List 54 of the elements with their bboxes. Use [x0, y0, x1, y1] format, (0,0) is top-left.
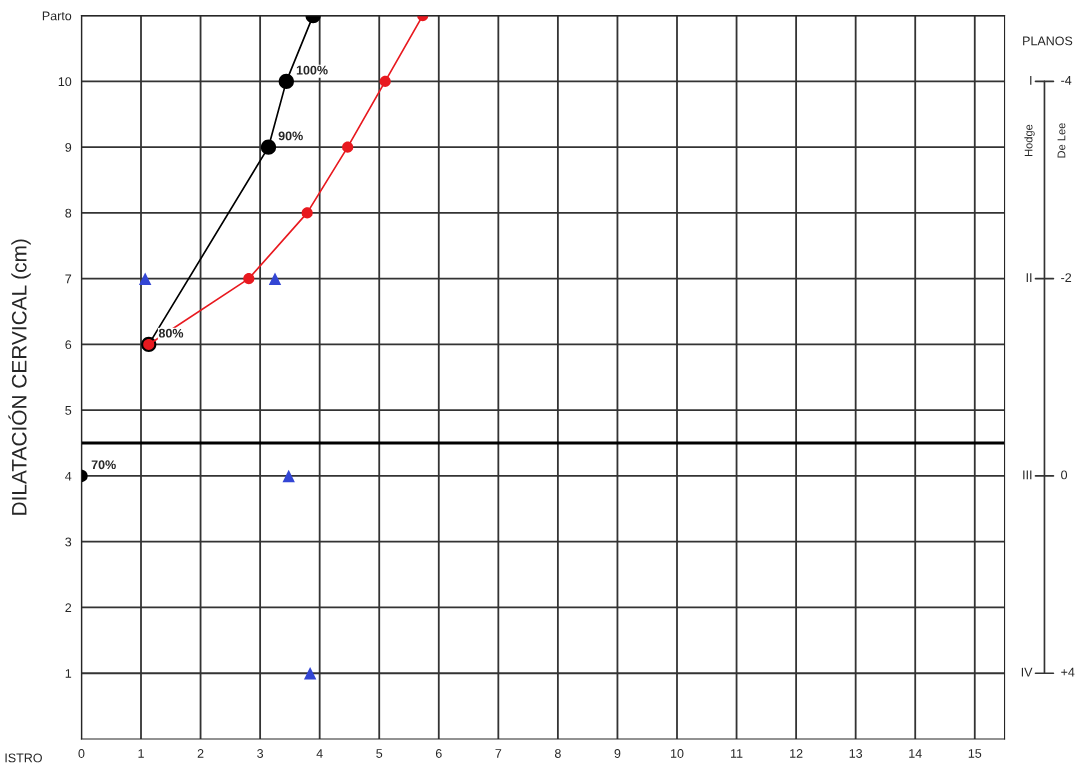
- point: [243, 273, 255, 285]
- text: PLANOS: [1023, 36, 1073, 46]
- x-tick-label: 4: [316, 749, 323, 758]
- y-tick-label: 10: [58, 77, 72, 87]
- text: -4: [1061, 76, 1072, 85]
- text: IV: [1021, 667, 1033, 677]
- x-tick-label: 12: [790, 749, 803, 758]
- text: I: [1030, 76, 1032, 85]
- text: ISTRO: [5, 753, 42, 763]
- y-tick-label: 1: [65, 669, 72, 678]
- point: [379, 75, 391, 87]
- annotation: 80%: [158, 328, 184, 338]
- x-tick-label: 15: [968, 749, 982, 758]
- y-tick-label: 6: [65, 340, 72, 350]
- text: -2: [1061, 273, 1072, 282]
- y-tick-label: 3: [65, 537, 72, 547]
- point: [260, 139, 277, 155]
- annotation: 90%: [278, 131, 303, 141]
- point: [303, 667, 317, 680]
- x-tick-label: 6: [435, 749, 442, 758]
- text: II: [1026, 273, 1032, 282]
- y-tick-label: 7: [65, 274, 72, 284]
- point: [282, 469, 295, 483]
- x-tick-label: 8: [554, 749, 561, 758]
- x-tick-label: 5: [376, 749, 383, 758]
- y-tick-label: 2: [65, 603, 72, 612]
- point: [268, 272, 282, 285]
- annotation: 100%: [296, 65, 328, 75]
- text: 0: [1061, 470, 1068, 480]
- text: III: [1023, 470, 1032, 480]
- annotation: 70%: [91, 460, 116, 470]
- y-tick-label: Parto: [42, 11, 72, 21]
- x-tick-label: 10: [671, 749, 684, 758]
- point: [342, 141, 354, 153]
- point: [138, 272, 152, 285]
- point: [301, 207, 313, 219]
- point: [278, 73, 294, 90]
- x-tick-label: 9: [614, 749, 621, 758]
- y-tick-label: 9: [65, 142, 72, 152]
- text: De Lee: [1057, 123, 1066, 158]
- y-tick-label: 5: [65, 406, 72, 415]
- y-axis-title: DILATACIÓN CERVICAL (cm): [8, 239, 31, 515]
- y-tick-label: 8: [65, 208, 72, 218]
- x-tick-label: 14: [909, 749, 922, 758]
- x-tick-label: 1: [138, 749, 144, 758]
- x-tick-label: 3: [257, 749, 264, 758]
- x-tick-label: 7: [495, 749, 502, 758]
- y-tick-label: 4: [65, 471, 72, 481]
- text: +4: [1061, 667, 1075, 677]
- x-tick-label: 0: [78, 749, 85, 758]
- x-tick-label: 13: [849, 749, 863, 758]
- x-tick-label: 11: [731, 749, 743, 758]
- text: Hodge: [1024, 124, 1035, 157]
- x-tick-label: 2: [197, 749, 204, 758]
